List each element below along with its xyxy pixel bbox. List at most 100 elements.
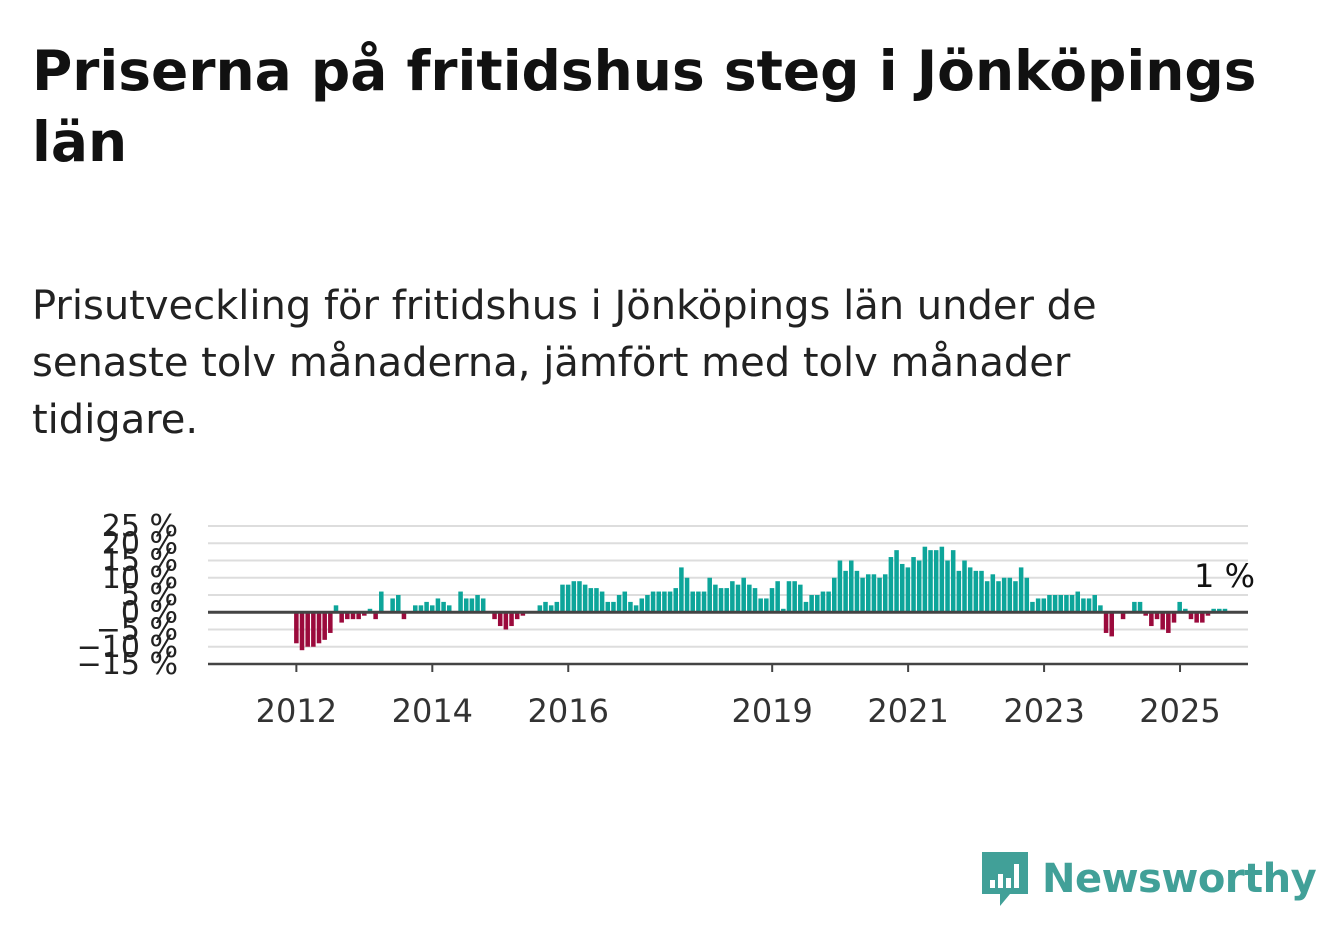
bar [962,560,967,613]
bar [860,577,865,613]
bar [718,588,724,613]
y-tick-label: 15 % [102,544,178,579]
bar [537,605,543,613]
bar [333,605,339,613]
x-tick-label: 2016 [528,692,609,730]
bar [1149,612,1154,627]
bar [832,577,837,613]
bar [1052,595,1058,613]
bar [345,612,350,620]
bar [815,595,820,613]
y-tick-label: 5 % [121,578,178,613]
bar [967,567,973,613]
bar [1024,577,1030,613]
bar [888,557,894,613]
bar [367,608,373,613]
bar [911,557,916,613]
bar [945,560,950,613]
bar [667,591,673,613]
bar [809,595,814,613]
bar [446,605,452,613]
bar [894,550,899,613]
bar [1109,612,1114,637]
bar [752,588,758,613]
bar [650,591,656,613]
bar [1143,612,1148,616]
bar [854,570,860,613]
bar-chart: 25 %20 %15 %10 %5 %0 %−5 %−10 %−15 % 2012… [77,509,1255,730]
chart-title: Priserna på fritidshus steg i Jönköpings… [32,39,1257,174]
bar [1217,608,1222,613]
bar [469,598,475,613]
bar [1120,612,1126,620]
bar [871,574,877,613]
bar [401,612,407,620]
bar [577,581,582,613]
bar [1137,601,1143,613]
bar [441,601,446,613]
bar [979,570,984,613]
y-tick-label: 0 % [121,595,178,630]
bar [950,550,956,613]
bar [673,588,678,613]
bar [1041,598,1047,613]
bar [463,598,469,613]
bar [956,570,962,613]
bar [899,563,905,613]
bar [1200,612,1205,623]
bar [622,591,628,613]
bar [984,581,990,613]
bar [820,591,826,613]
x-tick-label: 2023 [1003,692,1084,730]
bar [1075,591,1081,613]
bar [1183,608,1188,613]
bar [514,612,520,620]
bar [1035,598,1041,613]
bar [837,560,843,613]
bar [803,601,809,613]
bar [1081,598,1086,613]
bar [707,577,712,613]
bar [865,574,871,613]
bar [1069,595,1075,613]
bar [316,612,322,644]
bar [877,577,882,613]
bar [480,598,486,613]
bar [396,595,401,613]
bar [639,598,645,613]
bar [379,591,384,613]
bar [305,612,310,647]
bar [996,581,1001,613]
bar [328,612,333,633]
bar [1154,612,1160,620]
y-tick-label: 10 % [102,561,178,596]
bar [713,584,718,613]
bar [294,612,299,644]
bar [939,546,945,613]
bar [1103,612,1109,633]
bar [916,560,922,613]
y-tick-label: −5 % [96,613,178,648]
bar [684,577,690,613]
bar [781,608,786,613]
bar [679,567,684,613]
x-tick-label: 2014 [392,692,473,730]
bar [520,612,526,616]
bar [690,591,695,613]
bar [1188,612,1194,620]
bar [418,605,424,613]
bar [1194,612,1199,623]
bar [769,588,775,613]
bar [1098,605,1103,613]
bar [843,570,848,613]
bar [594,588,599,613]
bar [1205,612,1211,616]
bar [849,560,854,613]
bar [503,612,509,630]
bar [362,612,367,616]
y-tick-label: −10 % [77,630,178,665]
bar [786,581,792,613]
newsworthy-logo: Newsworthy [980,850,1317,908]
bar [350,612,356,620]
bar [696,591,701,613]
